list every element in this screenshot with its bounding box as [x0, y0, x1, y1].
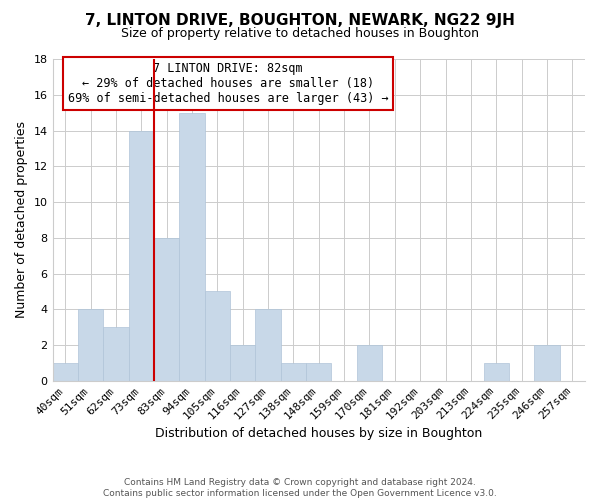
- X-axis label: Distribution of detached houses by size in Boughton: Distribution of detached houses by size …: [155, 427, 482, 440]
- Text: 7, LINTON DRIVE, BOUGHTON, NEWARK, NG22 9JH: 7, LINTON DRIVE, BOUGHTON, NEWARK, NG22 …: [85, 12, 515, 28]
- Bar: [103, 327, 128, 381]
- Text: Size of property relative to detached houses in Boughton: Size of property relative to detached ho…: [121, 28, 479, 40]
- Bar: [78, 310, 103, 381]
- Bar: [230, 345, 256, 381]
- Bar: [357, 345, 382, 381]
- Bar: [53, 363, 78, 381]
- Bar: [306, 363, 331, 381]
- Bar: [256, 310, 281, 381]
- Bar: [154, 238, 179, 381]
- Text: Contains HM Land Registry data © Crown copyright and database right 2024.
Contai: Contains HM Land Registry data © Crown c…: [103, 478, 497, 498]
- Bar: [484, 363, 509, 381]
- Bar: [281, 363, 306, 381]
- Text: 7 LINTON DRIVE: 82sqm
← 29% of detached houses are smaller (18)
69% of semi-deta: 7 LINTON DRIVE: 82sqm ← 29% of detached …: [68, 62, 389, 105]
- Y-axis label: Number of detached properties: Number of detached properties: [15, 122, 28, 318]
- Bar: [534, 345, 560, 381]
- Bar: [128, 130, 154, 381]
- Bar: [179, 112, 205, 381]
- Bar: [205, 292, 230, 381]
